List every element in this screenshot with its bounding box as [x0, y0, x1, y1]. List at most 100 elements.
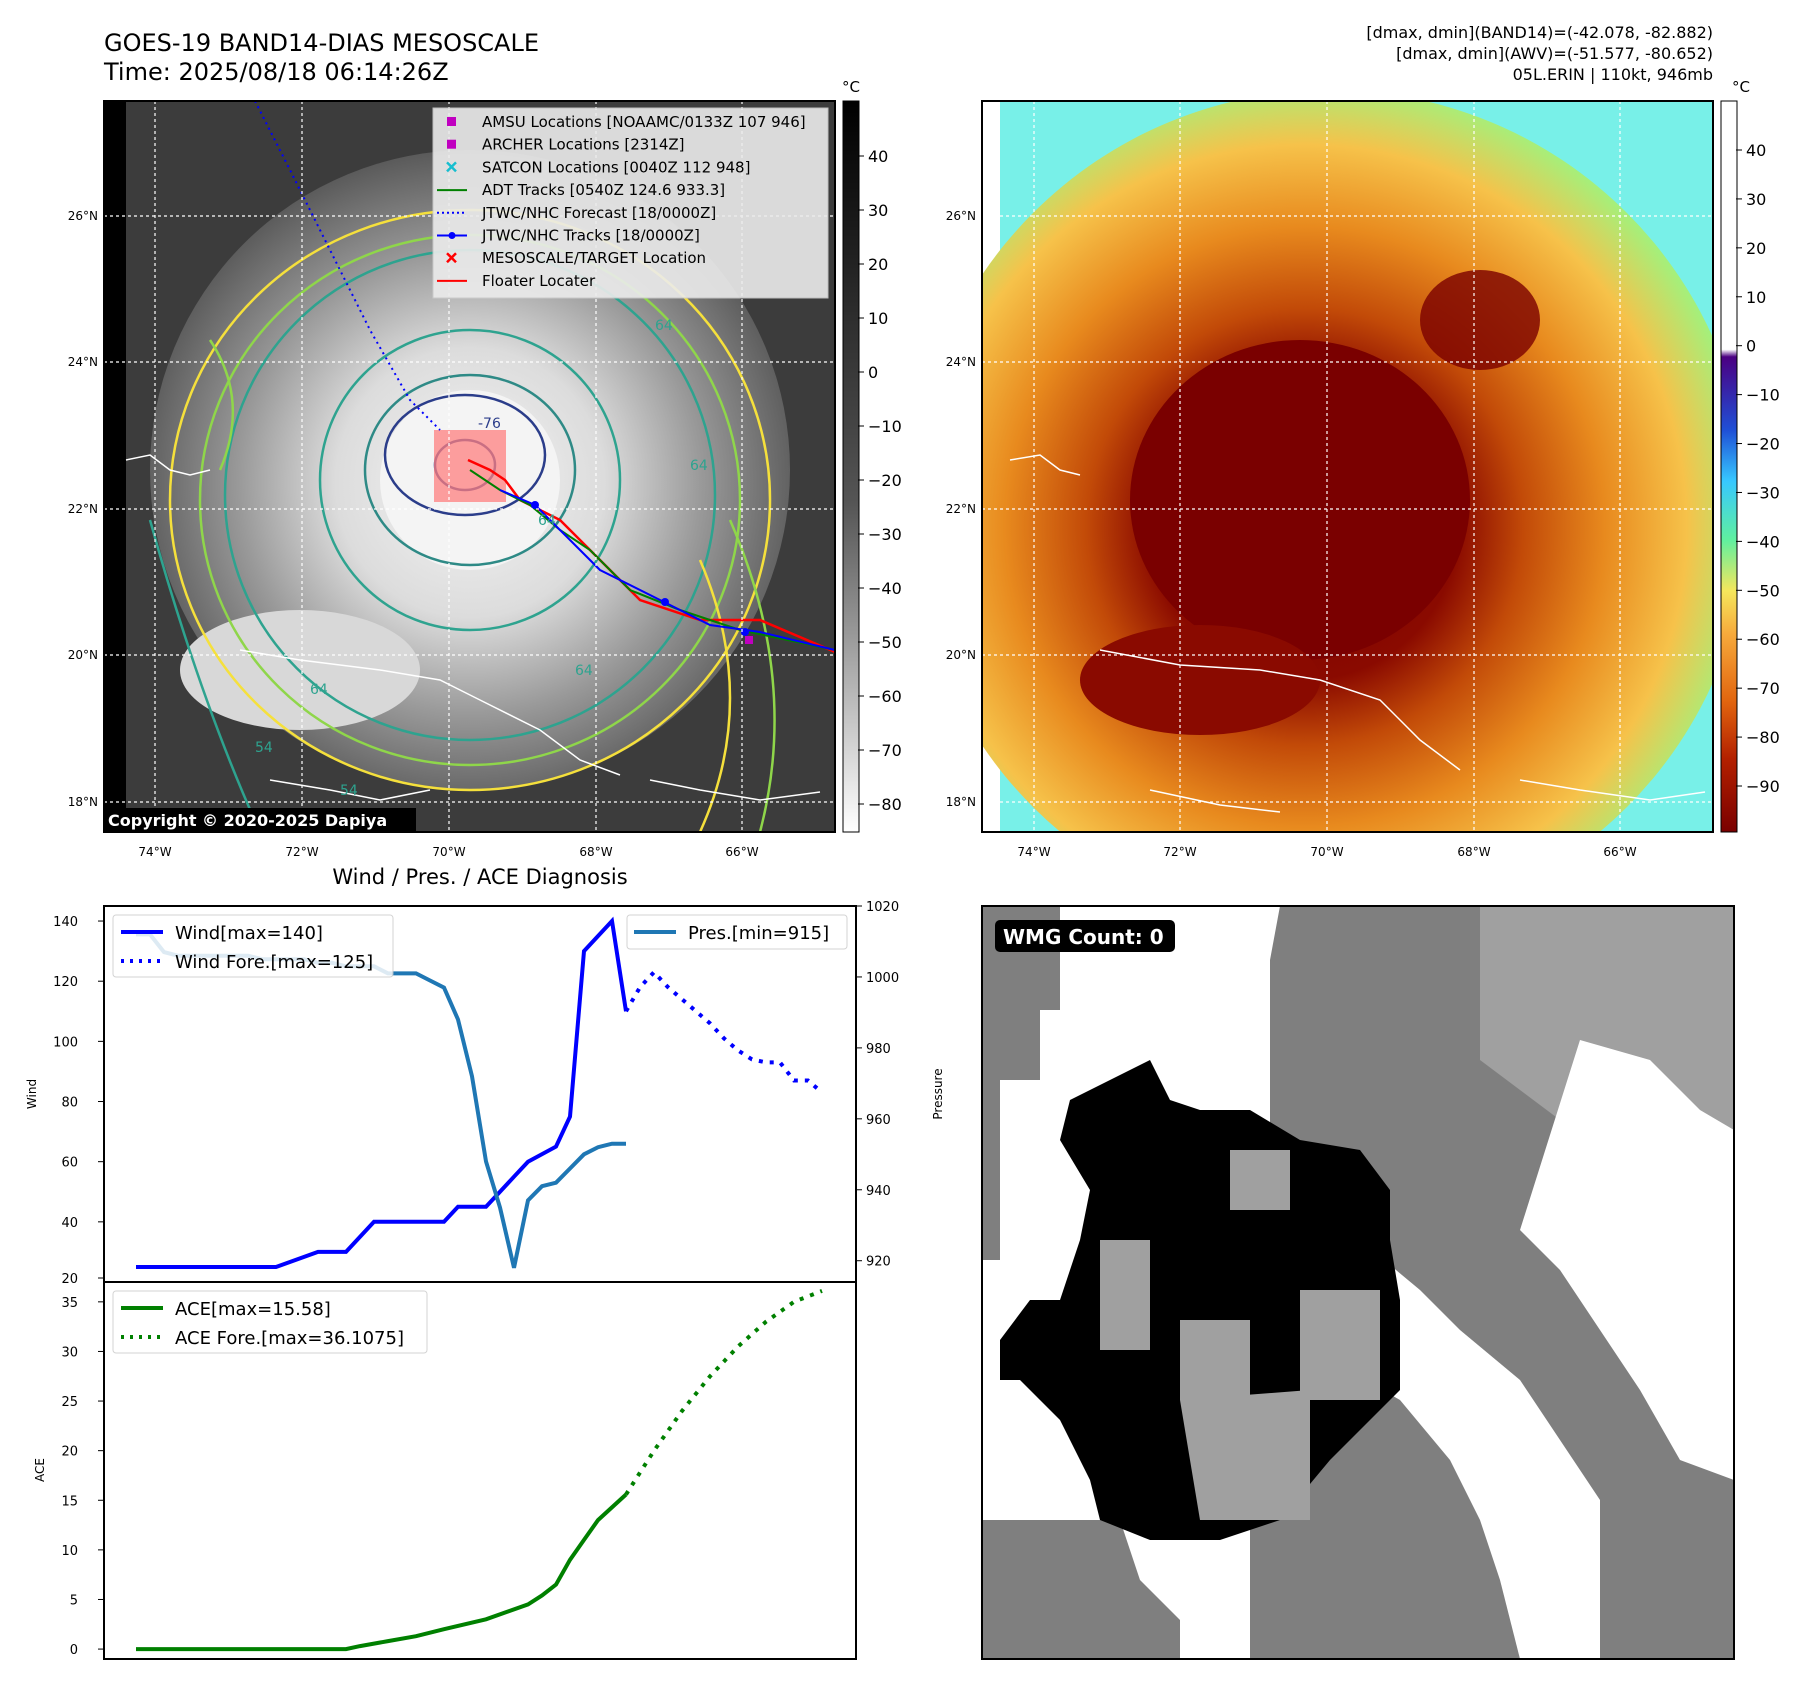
- colorbar-tick-label: −40: [868, 579, 902, 598]
- ace-legend: ACE[max=15.58] ACE Fore.[max=36.1075]: [112, 1290, 428, 1354]
- series-line: [624, 969, 824, 1095]
- colorbar-tick-label: 10: [1746, 288, 1766, 307]
- wind-tick-label: 100: [53, 1035, 78, 1050]
- wind-axis-label: Wind: [25, 1079, 39, 1109]
- figure-title-line1: GOES-19 BAND14-DIAS MESOSCALE: [104, 29, 539, 57]
- ace-tick-label: 30: [61, 1345, 78, 1360]
- colorbar-tick-label: 0: [1746, 337, 1756, 356]
- ir-colorbar-unit: °C: [842, 78, 860, 96]
- lat-label: 18°N: [68, 795, 98, 809]
- awv-map-panel: 26°N 24°N 22°N 20°N 18°N 74°W 72°W 70°W …: [946, 78, 1780, 859]
- legend-marker-square: [447, 117, 456, 126]
- legend-entry-label: MESOSCALE/TARGET Location: [482, 249, 706, 267]
- wind-tick-label: 80: [61, 1096, 78, 1111]
- ir-map-panel: 64 64 64 54 54 64 64 -76 Copyright © 202…: [68, 78, 902, 859]
- series-line: [136, 916, 628, 1269]
- legend-marker-square: [447, 139, 456, 149]
- lat-label: 20°N: [68, 648, 98, 662]
- awv-colorbar: [1720, 100, 1738, 833]
- colorbar-tick-label: −90: [1746, 777, 1780, 796]
- wind-tick-label: 60: [61, 1156, 78, 1171]
- lon-label: 66°W: [725, 845, 758, 859]
- colorbar-tick-label: 40: [1746, 141, 1766, 160]
- ace-tick-label: 0: [70, 1643, 78, 1658]
- contour-label: 64: [310, 682, 328, 698]
- info-line-1: [dmax, dmin](BAND14)=(-42.078, -82.882): [1366, 23, 1713, 42]
- colorbar-tick-label: 10: [868, 309, 888, 328]
- colorbar-tick-label: 20: [868, 255, 888, 274]
- ace-axis-label: ACE: [33, 1458, 47, 1482]
- lon-label: 70°W: [1310, 845, 1343, 859]
- colorbar-tick-label: −20: [868, 471, 902, 490]
- colorbar-tick-label: −60: [868, 687, 902, 706]
- ace-tick-label: 5: [70, 1593, 78, 1608]
- legend-ace: ACE[max=15.58]: [175, 1299, 331, 1320]
- legend-entry-label: ADT Tracks [0540Z 124.6 933.3]: [482, 181, 725, 199]
- colorbar-tick-label: −70: [868, 741, 902, 760]
- legend-marker-x: [446, 161, 457, 173]
- colorbar-tick-label: 20: [1746, 239, 1766, 258]
- lon-label: 70°W: [432, 845, 465, 859]
- colorbar-tick-label: −10: [1746, 386, 1780, 405]
- diagnosis-title: Wind / Pres. / ACE Diagnosis: [332, 865, 627, 889]
- colorbar-tick-label: −30: [1746, 483, 1780, 502]
- ace-tick-label: 25: [61, 1395, 78, 1410]
- wind-tick-label: 120: [53, 975, 78, 990]
- ace-tick-label: 10: [61, 1544, 78, 1559]
- colorbar-tick-label: −50: [868, 633, 902, 652]
- pressure-axis-label: Pressure: [931, 1068, 945, 1119]
- pressure-tick-label: 1000: [866, 971, 899, 986]
- wind-tick-label: 40: [61, 1216, 78, 1231]
- legend-entry-label: JTWC/NHC Forecast [18/0000Z]: [481, 204, 716, 222]
- contour-label: 64: [690, 458, 708, 474]
- lat-label: 22°N: [946, 502, 976, 516]
- contour-label: 64: [538, 513, 556, 529]
- lat-label: 24°N: [68, 355, 98, 369]
- pressure-tick-label: 920: [866, 1255, 891, 1270]
- mesoscale-target-box: [434, 430, 506, 502]
- info-line-3: 05L.ERIN | 110kt, 946mb: [1513, 65, 1713, 84]
- contour-label: 64: [655, 318, 673, 334]
- colorbar-tick-label: −70: [1746, 679, 1780, 698]
- jtwc-nhc-track: [499, 489, 835, 651]
- legend-entry-label: AMSU Locations [NOAAMC/0133Z 107 946]: [482, 113, 806, 131]
- lat-label: 26°N: [68, 209, 98, 223]
- colorbar-tick-label: 30: [868, 201, 888, 220]
- ace-panel: 0 5 10 15 20 25 30 35 ACE ACE[max=15.58] ACE Fo…: [33, 1281, 857, 1660]
- legend-entry-label: JTWC/NHC Tracks [18/0000Z]: [481, 227, 700, 245]
- amsu-marker: [745, 636, 753, 644]
- lon-label: 66°W: [1603, 845, 1636, 859]
- jtwc-forecast-line: [254, 101, 441, 431]
- legend-ace-forecast: ACE Fore.[max=36.1075]: [175, 1328, 404, 1349]
- figure-title-line2: Time: 2025/08/18 06:14:26Z: [103, 58, 449, 86]
- wind-legend: Wind[max=140] Wind Fore.[max=125] Pres.[…: [112, 914, 848, 978]
- pressure-tick-label: 940: [866, 1184, 891, 1199]
- copyright-label: Copyright © 2020-2025 Dapiya: [108, 811, 387, 830]
- map-legend: AMSU Locations [NOAAMC/0133Z 107 946] ARC…: [432, 107, 829, 299]
- lon-label: 68°W: [579, 845, 612, 859]
- colorbar-tick-label: −80: [868, 795, 902, 814]
- lon-label: 68°W: [1457, 845, 1490, 859]
- awv-colorbar-unit: °C: [1732, 78, 1750, 96]
- lat-label: 24°N: [946, 355, 976, 369]
- wmg-panel: WMG Count: 0: [981, 905, 1735, 1660]
- contour-label: 54: [255, 740, 273, 756]
- lon-label: 74°W: [138, 845, 171, 859]
- legend-pressure: Pres.[min=915]: [688, 923, 829, 944]
- colorbar-tick-label: −30: [868, 525, 902, 544]
- lat-label: 18°N: [946, 795, 976, 809]
- ace-tick-label: 15: [61, 1494, 78, 1509]
- colorbar-tick-label: −20: [1746, 435, 1780, 454]
- colorbar-tick-label: 30: [1746, 190, 1766, 209]
- legend-marker-dot: [448, 232, 456, 239]
- lat-label: 26°N: [946, 209, 976, 223]
- legend-entry-label: ARCHER Locations [2314Z]: [482, 136, 685, 154]
- pressure-tick-label: 980: [866, 1042, 891, 1057]
- pressure-tick-label: 1020: [866, 900, 899, 915]
- colorbar-tick-label: −50: [1746, 581, 1780, 600]
- colorbar-tick-label: −80: [1746, 728, 1780, 747]
- floater-locater-track: [467, 458, 835, 654]
- contour-label: -76: [478, 416, 501, 432]
- ace-series-line: [624, 1289, 823, 1496]
